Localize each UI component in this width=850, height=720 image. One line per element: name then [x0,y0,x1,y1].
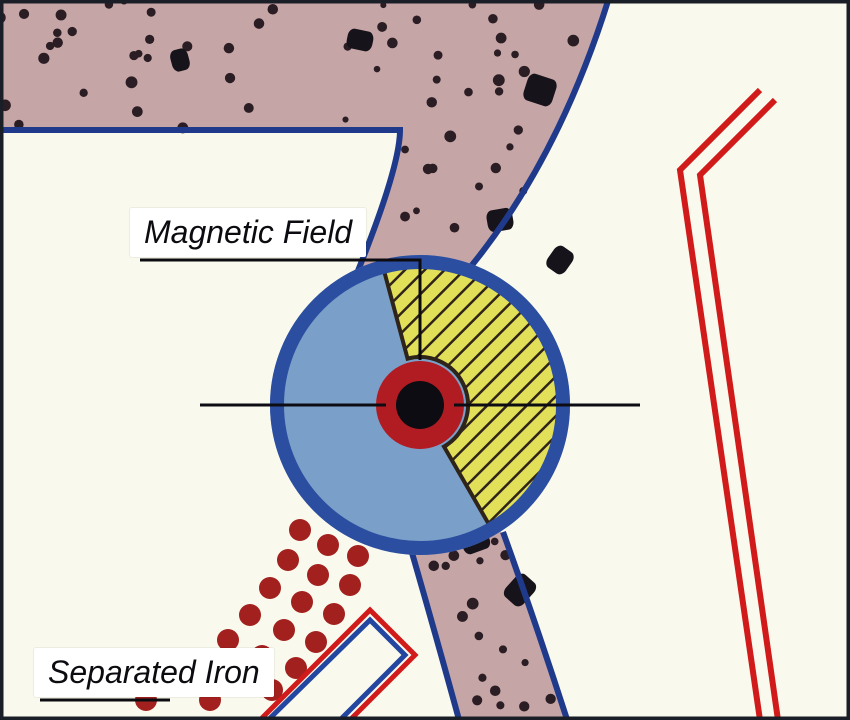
diagram-stage: Magnetic Field Separated Iron [0,0,850,720]
diagram-svg [0,0,850,720]
label-separated-iron: Separated Iron [34,648,274,697]
label-magnetic-field-text: Magnetic Field [144,214,352,251]
label-separated-iron-text: Separated Iron [48,654,260,691]
label-magnetic-field: Magnetic Field [130,208,366,257]
